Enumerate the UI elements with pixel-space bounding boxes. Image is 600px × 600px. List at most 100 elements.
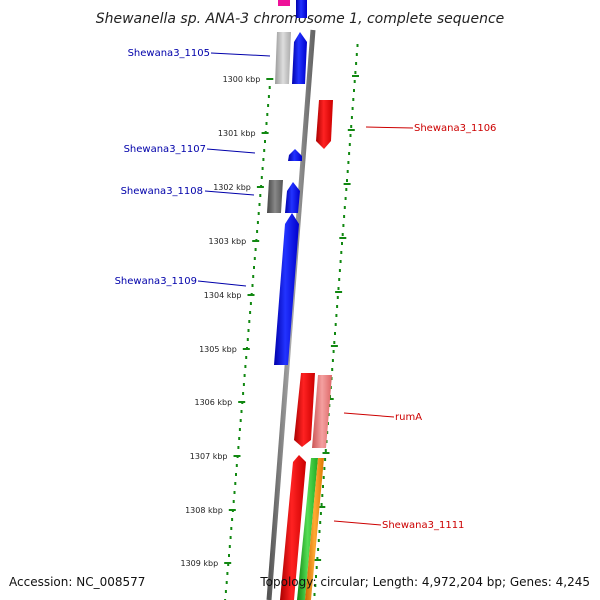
tick-label: 1306 kbp xyxy=(194,398,232,407)
left-ring-dot xyxy=(228,554,230,557)
label-shewana3-1111: Shewana3_1111 xyxy=(382,520,464,531)
right-ring-dot xyxy=(346,170,349,173)
topology-text: Topology: circular; Length: 4,972,204 bp… xyxy=(259,575,590,589)
left-ring-dot xyxy=(260,176,263,179)
right-ring-dot xyxy=(334,323,337,326)
left-ring-dot xyxy=(228,545,231,548)
left-ring-dot xyxy=(226,572,229,575)
tick-label: 1301 kbp xyxy=(218,129,256,138)
left-ring-dot xyxy=(266,113,269,116)
tick-mark-right xyxy=(314,559,322,561)
left-ring-dot xyxy=(227,563,230,566)
right-ring-dot xyxy=(322,476,325,479)
feature-magenta xyxy=(278,0,290,6)
right-ring-dot xyxy=(354,71,357,74)
left-ring-dot xyxy=(248,320,251,323)
left-ring-dot xyxy=(234,482,237,485)
right-ring-dot xyxy=(319,512,322,515)
left-ring-dot xyxy=(249,302,252,305)
right-ring-dot xyxy=(338,269,341,272)
left-ring-dot xyxy=(253,257,256,260)
right-ring-dot xyxy=(332,350,335,353)
right-ring-dot xyxy=(343,206,346,209)
feature-shewana3-1105-pseudo xyxy=(275,32,291,84)
tick-mark xyxy=(261,132,269,134)
tick-label: 1303 kbp xyxy=(208,237,246,246)
right-ring-dot xyxy=(333,341,336,344)
leader-shewana3-1111 xyxy=(333,520,382,526)
accession-text: Accession: NC_008577 xyxy=(9,575,145,589)
right-ring-dot xyxy=(339,260,342,263)
right-ring-dot xyxy=(337,287,340,290)
left-ring-dot xyxy=(267,95,270,98)
right-ring-dot xyxy=(323,467,326,470)
left-ring-dot xyxy=(259,194,262,197)
right-ring-dot xyxy=(340,251,343,254)
left-ring-dot xyxy=(238,437,241,440)
right-ring-dot xyxy=(331,368,334,371)
right-ring-dot xyxy=(350,116,353,119)
left-ring-dot xyxy=(225,581,228,584)
right-ring-dot xyxy=(324,458,327,461)
left-ring-dot xyxy=(264,140,266,143)
left-ring-dot xyxy=(230,527,233,530)
tick-mark xyxy=(224,562,232,564)
feature-shewana3-1107 xyxy=(288,149,302,161)
label-shewana3-1106: Shewana3_1106 xyxy=(414,123,496,134)
label-shewana3-1105: Shewana3_1105 xyxy=(128,48,210,59)
position-ticks: 1300 kbp 1301 kbp 1302 kbp 1303 kbp 1304 kbp… xyxy=(180,75,359,568)
feature-rumA xyxy=(312,375,332,448)
left-ring-dot xyxy=(243,374,246,377)
right-ring-dot xyxy=(331,359,334,362)
feature-shewana3-1111-green xyxy=(297,458,318,600)
gene-features xyxy=(267,0,333,600)
tick-label: 1307 kbp xyxy=(190,452,228,461)
left-ring-dot xyxy=(261,167,264,170)
right-ring-dot xyxy=(320,503,323,506)
leader-shewana3-1106 xyxy=(365,126,414,129)
feature-shewana3-1111-red xyxy=(280,455,306,600)
left-ring-dot xyxy=(237,446,240,449)
left-ring-dot xyxy=(253,266,255,269)
tick-label: 1305 kbp xyxy=(199,345,237,354)
right-ring-dot xyxy=(348,143,351,146)
left-ring-dot xyxy=(267,104,270,107)
feature-shewana3-1105-cds xyxy=(292,32,307,84)
leader-shewana3-1107 xyxy=(206,148,256,154)
tick-mark xyxy=(266,78,274,80)
left-ring-dot xyxy=(254,248,257,251)
right-ring-dot xyxy=(341,242,343,245)
tick-mark xyxy=(247,294,255,296)
tick-label: 1300 kbp xyxy=(223,75,261,84)
right-ring-dot xyxy=(334,332,336,335)
right-ring-dot xyxy=(353,89,355,92)
right-ring-dot xyxy=(336,296,339,299)
left-ring-dot xyxy=(257,212,260,215)
left-ring-dot xyxy=(258,203,261,206)
left-ring-dot xyxy=(252,275,255,278)
right-ring-dot xyxy=(335,314,338,317)
left-ring-dot xyxy=(262,158,265,161)
right-ring-dot xyxy=(343,215,346,218)
feature-shewana3-1109 xyxy=(274,213,299,365)
right-ring-dot xyxy=(317,548,320,551)
right-ring-dot xyxy=(341,233,344,236)
tick-mark xyxy=(238,401,246,403)
left-ring-dot xyxy=(256,230,259,233)
right-ring-dot xyxy=(336,305,339,308)
tick-mark xyxy=(256,186,264,188)
label-leaders xyxy=(197,52,414,526)
left-ring-dot xyxy=(249,311,252,314)
right-ring-dot xyxy=(318,530,321,533)
left-ring-dot xyxy=(242,383,245,386)
left-ring-dot xyxy=(263,149,266,152)
tick-mark-right xyxy=(326,398,334,400)
left-ring-dot xyxy=(268,86,271,89)
map-title: Shewanella sp. ANA-3 chromosome 1, compl… xyxy=(96,11,505,27)
right-ring-dot xyxy=(348,152,351,155)
tick-label: 1308 kbp xyxy=(185,506,223,515)
left-ring-dot xyxy=(231,518,234,521)
left-ring-dot xyxy=(240,410,243,413)
